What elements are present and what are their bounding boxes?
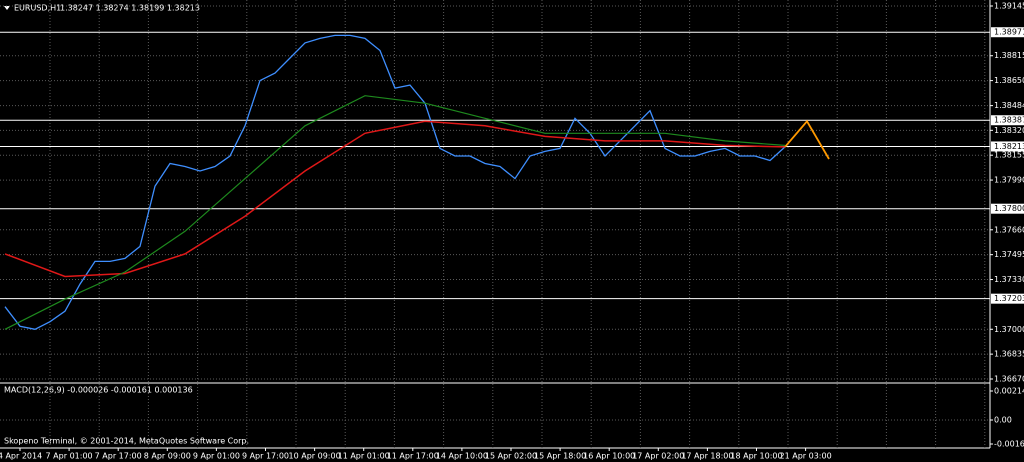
price-label: 1.37495 xyxy=(994,250,1024,259)
price-box xyxy=(991,141,1024,152)
price-label: 1.37660 xyxy=(994,225,1024,234)
time-label: 9 Apr 01:00 xyxy=(193,452,240,461)
time-label: 18 Apr 10:00 xyxy=(730,452,782,461)
price-box xyxy=(991,27,1024,38)
price-label: 1.36835 xyxy=(994,350,1024,359)
time-label: 7 Apr 01:00 xyxy=(46,452,93,461)
time-label: 17 Apr 18:00 xyxy=(681,452,733,461)
price-label: 1.38213 xyxy=(994,142,1024,151)
price-label: 1.37330 xyxy=(994,275,1024,284)
time-label: 15 Apr 02:00 xyxy=(485,452,537,461)
price-label: 1.38484 xyxy=(994,101,1024,110)
price-label: 1.36670 xyxy=(994,375,1024,384)
price-label: 1.38387 xyxy=(994,116,1024,125)
price-box xyxy=(991,115,1024,126)
ohlc: 1.38247 1.38274 1.38199 1.38213 xyxy=(60,4,200,13)
time-label: 16 Apr 10:00 xyxy=(583,452,635,461)
price-label: 1.38320 xyxy=(994,126,1024,135)
time-label: 21 Apr 03:00 xyxy=(780,452,832,461)
price-label: 1.37990 xyxy=(994,176,1024,185)
copyright: Skopeno Terminal, © 2001-2014, MetaQuote… xyxy=(4,437,249,446)
time-label: 10 Apr 09:00 xyxy=(289,452,341,461)
macd-tick-label: 0.002143 xyxy=(994,387,1024,396)
price-line xyxy=(4,120,786,278)
time-label: 9 Apr 17:00 xyxy=(242,452,289,461)
time-label: 11 Apr 17:00 xyxy=(387,452,439,461)
macd-label: MACD(12,26,9) -0.000026 -0.000161 0.0001… xyxy=(4,386,193,395)
price-line xyxy=(4,95,786,330)
price-label: 1.38650 xyxy=(994,76,1024,85)
price-label: 1.37800 xyxy=(994,204,1024,213)
symbol-icon xyxy=(4,6,10,10)
price-label: 1.37203 xyxy=(994,294,1024,303)
time-label: 17 Apr 02:00 xyxy=(632,452,684,461)
time-label: 11 Apr 01:00 xyxy=(338,452,390,461)
price-line xyxy=(784,119,830,160)
price-label: 1.38155 xyxy=(994,151,1024,160)
time-label: 14 Apr 10:00 xyxy=(436,452,488,461)
price-label: 1.39145 xyxy=(994,2,1024,11)
time-label: 8 Apr 09:00 xyxy=(144,452,191,461)
price-label: 1.38815 xyxy=(994,51,1024,60)
time-label: 7 Apr 17:00 xyxy=(95,452,142,461)
time-label: 15 Apr 18:00 xyxy=(534,452,586,461)
price-line xyxy=(4,34,786,330)
price-box xyxy=(991,203,1024,214)
price-label: 1.38971 xyxy=(994,28,1024,37)
macd-tick-label: 0.00 xyxy=(994,416,1012,425)
symbol: EURUSD,H1 xyxy=(14,4,61,13)
price-box xyxy=(991,293,1024,304)
time-label: 4 Apr 2014 xyxy=(0,452,42,461)
price-label: 1.37000 xyxy=(994,325,1024,334)
macd-tick-label: -0.001636 xyxy=(994,440,1024,449)
